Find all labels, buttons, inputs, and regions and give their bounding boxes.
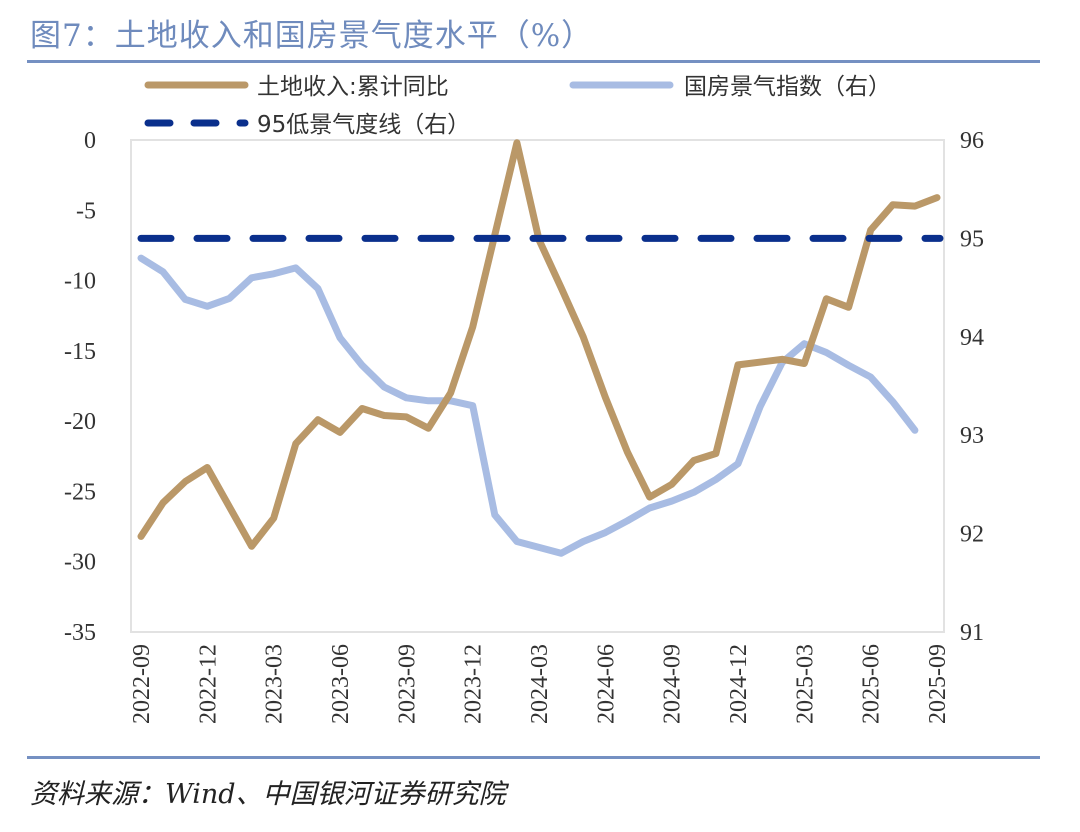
series-lines [137, 139, 944, 557]
right-tick-label: 91 [960, 620, 984, 646]
left-tick-label: -25 [64, 479, 96, 505]
left-axis-labels: 0 -5 -10 -15 -20 -25 -30 -35 [64, 128, 96, 646]
x-tick-label: 2022-12 [195, 644, 221, 724]
x-tick-label: 2025-03 [792, 644, 818, 724]
x-tick-label: 2025-09 [925, 644, 951, 724]
legend: 土地收入:累计同比 国房景气指数（右） 95低景气度线（右） [144, 74, 891, 138]
x-tick-label: 2024-06 [593, 644, 619, 724]
legend-label-land: 土地收入:累计同比 [257, 74, 449, 100]
left-tick-label: -10 [64, 269, 96, 295]
left-tick-label: 0 [84, 128, 96, 154]
title-divider [27, 60, 1040, 63]
x-tick-label: 2022-09 [129, 644, 155, 724]
x-tick-label: 2024-09 [660, 644, 686, 724]
left-tick-label: -30 [64, 550, 96, 576]
left-tick-label: -35 [64, 620, 96, 646]
x-tick-label: 2025-06 [859, 644, 885, 724]
right-tick-label: 93 [960, 423, 984, 449]
right-tick-label: 94 [960, 325, 984, 351]
left-tick-label: -20 [64, 409, 96, 435]
right-tick-label: 96 [960, 128, 984, 154]
x-tick-label: 2023-03 [262, 644, 288, 724]
land-income-line [137, 139, 941, 550]
right-axis-labels: 96 95 94 93 92 91 [960, 128, 984, 646]
chart-title: 图7：土地收入和国房景气度水平（%） [30, 18, 594, 54]
right-tick-label: 92 [960, 522, 984, 548]
right-tick-label: 95 [960, 226, 984, 252]
x-tick-label: 2023-06 [328, 644, 354, 724]
left-tick-label: -5 [76, 198, 96, 224]
x-tick-label: 2024-03 [527, 644, 553, 724]
x-tick-label: 2023-09 [394, 644, 420, 724]
source-divider [27, 756, 1040, 759]
source-note: 资料来源：Wind、中国银河证券研究院 [30, 779, 506, 810]
climate-index-line [137, 254, 919, 557]
plot-area-frame [130, 139, 945, 633]
left-tick-label: -15 [64, 339, 96, 365]
x-tick-label: 2023-12 [461, 644, 487, 724]
legend-label-95-line: 95低景气度线（右） [257, 112, 470, 138]
x-tick-label: 2024-12 [726, 644, 752, 724]
legend-label-climate: 国房景气指数（右） [684, 74, 891, 100]
x-axis-labels: 2022-09 2022-12 2023-03 2023-06 2023-09 2023-… [129, 644, 951, 724]
